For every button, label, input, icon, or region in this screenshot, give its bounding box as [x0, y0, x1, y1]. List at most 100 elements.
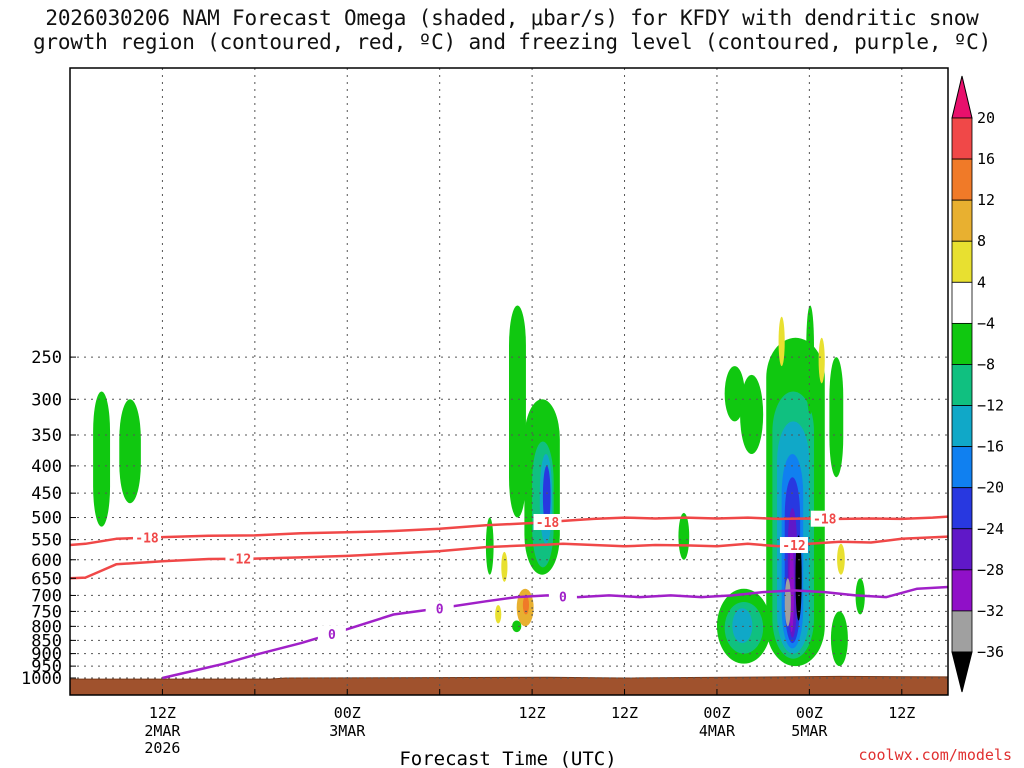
y-tick-label: 500 — [31, 509, 62, 529]
y-tick-label: 350 — [31, 426, 62, 446]
colorbar-label: −12 — [977, 397, 1004, 415]
colorbar-swatch — [951, 199, 973, 242]
colorbar-swatch — [951, 322, 973, 365]
colorbar-label: −20 — [977, 479, 1004, 497]
omega-area — [512, 620, 522, 633]
contour-label: -12 — [228, 553, 251, 568]
colorbar-label: −36 — [977, 643, 1004, 661]
colorbar-swatch — [951, 281, 973, 324]
x-tick-label: 00Z — [334, 704, 361, 722]
x-tick-date: 4MAR — [699, 722, 736, 740]
y-tick-label: 1000 — [21, 669, 62, 689]
omega-area — [542, 465, 551, 527]
omega-area — [509, 305, 526, 518]
omega-area — [119, 399, 141, 504]
contour-label: -18 — [135, 532, 159, 547]
contour-label: -18 — [536, 516, 560, 531]
omega-shading-layer — [93, 305, 865, 667]
contour-layer: -18 -18 -18 -12 -12 0 0 0 — [69, 510, 949, 680]
ground-terrain-layer — [69, 675, 949, 696]
omega-area — [93, 391, 111, 527]
contour-label-bg — [533, 513, 562, 530]
contour-label: 0 — [559, 590, 567, 605]
x-tick-label: 12Z — [611, 704, 638, 722]
colorbar-label: 12 — [977, 191, 995, 209]
omega-area — [818, 337, 825, 384]
colorbar: 20 16 12 8 4 −4 −8 −12 −16 −20 −24 −28 −32 −36 — [951, 75, 1004, 693]
contour-label-bg — [225, 550, 254, 567]
x-axis-title: Forecast Time (UTC) — [399, 748, 616, 768]
y-tick-label: 300 — [31, 390, 62, 410]
y-tick-label: 750 — [31, 602, 62, 622]
x-tick-label: 00Z — [796, 704, 823, 722]
omega-area — [806, 305, 814, 415]
y-tick-label: 900 — [31, 645, 62, 665]
ground-terrain — [69, 675, 949, 696]
contour-label-bg — [548, 588, 577, 605]
colorbar-swatch — [951, 528, 973, 571]
colorbar-swatch — [951, 569, 973, 612]
y-tick-label: 950 — [31, 657, 62, 677]
y-tick-label: 600 — [31, 551, 62, 571]
colorbar-swatch — [951, 446, 973, 489]
x-tick-label: 12Z — [149, 704, 176, 722]
omega-area — [522, 595, 530, 615]
colorbar-label: −28 — [977, 561, 1004, 579]
omega-area — [830, 611, 848, 667]
colorbar-swatch — [951, 240, 973, 283]
colorbar-top-arrow — [951, 75, 973, 119]
colorbar-swatch — [951, 487, 973, 530]
colorbar-label: 20 — [977, 109, 995, 127]
contour-label: 0 — [436, 602, 444, 617]
omega-area — [501, 551, 508, 582]
source-credit: coolwx.com/models — [858, 746, 1012, 764]
colorbar-swatch — [951, 117, 973, 160]
colorbar-label: −32 — [977, 602, 1004, 620]
y-tick-label: 850 — [31, 631, 62, 651]
omega-area — [495, 605, 502, 624]
chart-title: 2026030206 NAM Forecast Omega (shaded, μ… — [0, 6, 1024, 54]
y-tick-label: 650 — [31, 569, 62, 589]
x-tick-label: 00Z — [703, 704, 730, 722]
y-tick-label: 450 — [31, 484, 62, 504]
colorbar-label: 16 — [977, 150, 995, 168]
chart-title-line-1: 2026030206 NAM Forecast Omega (shaded, μ… — [45, 6, 979, 30]
omega-area — [740, 374, 764, 455]
colorbar-swatch — [951, 610, 973, 653]
pressure-axis: 2503003504004505005506006507007508008509… — [21, 348, 76, 689]
omega-area — [724, 366, 745, 422]
omega-area — [778, 316, 785, 367]
y-tick-label: 400 — [31, 457, 62, 477]
colorbar-label: 8 — [977, 232, 986, 250]
contour-label: -12 — [782, 539, 805, 554]
y-tick-label: 250 — [31, 348, 62, 368]
y-tick-label: 700 — [31, 586, 62, 606]
contour-label: -18 — [813, 513, 837, 528]
contour-label-bg — [779, 537, 808, 554]
colorbar-swatch — [951, 364, 973, 406]
colorbar-bottom-arrow — [951, 651, 973, 693]
contour-label-bg — [425, 600, 454, 617]
omega-area — [784, 578, 791, 627]
plot-frame — [69, 67, 949, 696]
omega-area — [829, 357, 844, 478]
x-tick-year: 2026 — [144, 739, 180, 757]
x-tick-date: 5MAR — [791, 722, 828, 740]
contour-label-bg — [133, 529, 162, 546]
contour-label: 0 — [328, 628, 336, 643]
colorbar-label: 4 — [977, 273, 986, 291]
x-tick-date: 2MAR — [144, 722, 181, 740]
x-tick-label: 12Z — [888, 704, 915, 722]
colorbar-swatch — [951, 158, 973, 201]
x-tick-date: 3MAR — [329, 722, 366, 740]
y-tick-label: 800 — [31, 617, 62, 637]
chart-title-line-2: growth region (contoured, red, ºC) and f… — [32, 30, 992, 54]
omega-area — [837, 543, 845, 575]
omega-area — [678, 512, 690, 560]
colorbar-swatch — [951, 405, 973, 448]
colorbar-label: −16 — [977, 438, 1004, 456]
colorbar-label: −8 — [977, 355, 995, 373]
x-tick-label: 12Z — [519, 704, 546, 722]
